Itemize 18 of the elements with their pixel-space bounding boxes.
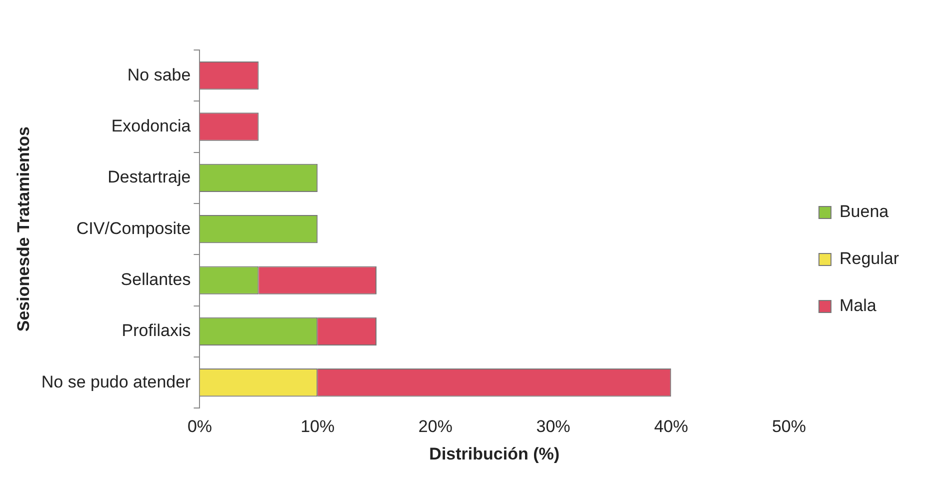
y-tick-label: CIV/Composite xyxy=(76,218,191,238)
y-tick-label: Sellantes xyxy=(120,270,191,289)
x-tick-label: 20% xyxy=(418,417,452,436)
y-axis-title: Sesionesde Tratamientos xyxy=(14,126,33,332)
legend-label: Regular xyxy=(839,249,900,268)
x-tick-label: 40% xyxy=(654,417,688,436)
y-tick-label: Exodoncia xyxy=(111,116,192,136)
x-tick-label: 50% xyxy=(772,417,806,436)
legend-label: Buena xyxy=(839,202,890,222)
legend-label: Mala xyxy=(839,296,877,316)
x-tick-label: 30% xyxy=(536,417,570,436)
y-tick-label: No sabe xyxy=(127,65,191,84)
x-tick-label: 0% xyxy=(187,417,212,436)
x-axis-title: Distribución (%) xyxy=(429,444,560,464)
y-tick-label: Destartraje xyxy=(108,168,191,187)
x-tick-label: 10% xyxy=(300,417,335,436)
y-tick-label: No se pudo atender xyxy=(41,372,192,392)
y-tick-label: Profilaxis xyxy=(122,321,191,340)
